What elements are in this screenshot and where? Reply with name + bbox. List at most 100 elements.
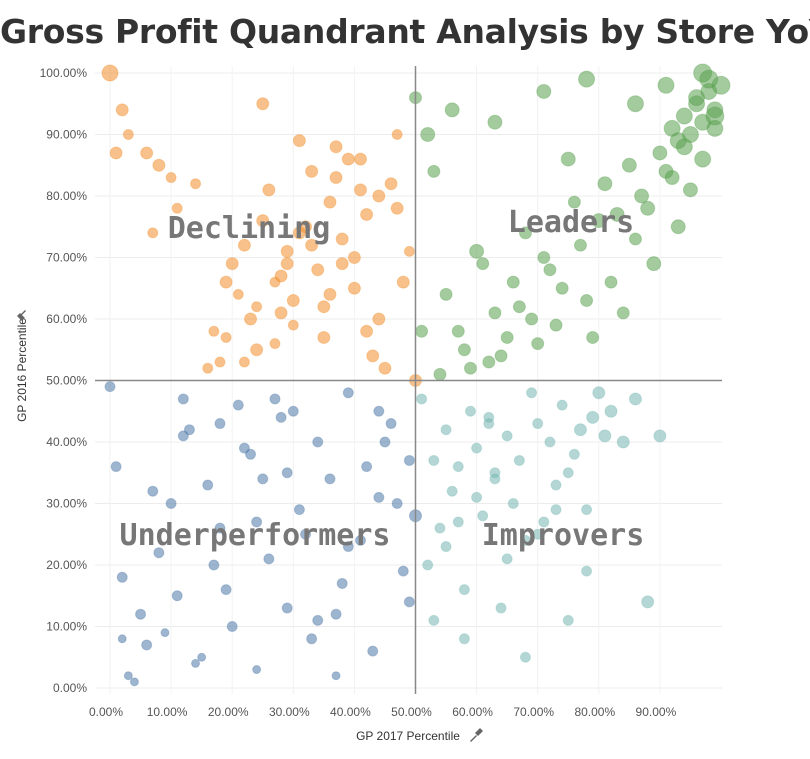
point-leaders[interactable] <box>500 330 514 344</box>
point-improvers[interactable] <box>458 633 470 645</box>
point-improvers[interactable] <box>592 386 606 400</box>
point-improvers[interactable] <box>477 510 489 522</box>
point-declining[interactable] <box>378 361 392 375</box>
point-declining[interactable] <box>317 330 331 344</box>
point-leaders[interactable] <box>573 238 587 252</box>
point-declining[interactable] <box>165 172 177 184</box>
point-improvers[interactable] <box>562 467 574 479</box>
point-underperformers[interactable] <box>373 491 385 503</box>
point-improvers[interactable] <box>550 504 562 516</box>
point-leaders[interactable] <box>646 256 662 272</box>
point-declining[interactable] <box>238 356 250 368</box>
point-improvers[interactable] <box>452 461 464 473</box>
point-improvers[interactable] <box>641 595 655 609</box>
point-improvers[interactable] <box>562 614 574 626</box>
point-underperformers[interactable] <box>165 498 177 509</box>
point-leaders[interactable] <box>543 263 557 277</box>
point-leaders[interactable] <box>549 318 563 332</box>
point-improvers[interactable] <box>550 479 562 491</box>
point-leaders[interactable] <box>640 200 656 216</box>
point-declining[interactable] <box>274 306 288 320</box>
point-declining[interactable] <box>109 146 123 160</box>
point-declining[interactable] <box>269 276 281 288</box>
point-declining[interactable] <box>347 251 361 264</box>
point-improvers[interactable] <box>507 498 519 509</box>
point-leaders[interactable] <box>536 83 552 99</box>
point-declining[interactable] <box>250 343 264 357</box>
point-improvers[interactable] <box>513 454 525 466</box>
point-leaders[interactable] <box>555 281 569 295</box>
point-leaders[interactable] <box>506 275 520 289</box>
point-declining[interactable] <box>202 362 214 374</box>
point-improvers[interactable] <box>573 423 587 437</box>
point-underperformers[interactable] <box>208 559 220 571</box>
point-declining[interactable] <box>101 64 119 82</box>
point-leaders[interactable] <box>626 95 644 113</box>
point-improvers[interactable] <box>568 448 580 460</box>
point-improvers[interactable] <box>556 399 568 411</box>
point-improvers[interactable] <box>519 651 531 663</box>
point-underperformers[interactable] <box>281 467 293 479</box>
point-declining[interactable] <box>280 257 294 271</box>
point-underperformers[interactable] <box>275 411 287 423</box>
point-underperformers[interactable] <box>177 430 189 442</box>
point-declining[interactable] <box>305 164 319 178</box>
point-underperformers[interactable] <box>331 671 341 681</box>
point-declining[interactable] <box>280 244 294 258</box>
point-improvers[interactable] <box>598 429 612 443</box>
point-declining[interactable] <box>225 257 239 271</box>
point-leaders[interactable] <box>657 76 675 94</box>
point-leaders[interactable] <box>675 107 693 125</box>
point-declining[interactable] <box>323 287 337 301</box>
point-underperformers[interactable] <box>147 485 159 497</box>
point-improvers[interactable] <box>428 454 440 466</box>
point-improvers[interactable] <box>464 405 476 417</box>
point-leaders[interactable] <box>482 355 496 369</box>
point-improvers[interactable] <box>495 602 507 614</box>
point-leaders[interactable] <box>621 157 637 173</box>
point-underperformers[interactable] <box>238 442 250 454</box>
point-leaders[interactable] <box>463 361 477 375</box>
point-declining[interactable] <box>171 202 183 214</box>
point-improvers[interactable] <box>422 559 434 571</box>
point-underperformers[interactable] <box>403 454 415 466</box>
point-leaders[interactable] <box>693 63 713 83</box>
point-leaders[interactable] <box>597 176 613 192</box>
point-underperformers[interactable] <box>252 665 262 675</box>
point-declining[interactable] <box>347 281 361 295</box>
point-underperformers[interactable] <box>251 516 263 528</box>
point-improvers[interactable] <box>501 553 513 565</box>
point-improvers[interactable] <box>526 387 538 399</box>
point-declining[interactable] <box>152 158 166 172</box>
point-leaders[interactable] <box>444 102 460 118</box>
point-declining[interactable] <box>311 263 325 277</box>
point-underperformers[interactable] <box>160 628 170 638</box>
point-improvers[interactable] <box>586 410 600 424</box>
point-underperformers[interactable] <box>232 399 244 411</box>
point-underperformers[interactable] <box>214 522 226 534</box>
point-underperformers[interactable] <box>245 448 257 460</box>
point-declining[interactable] <box>286 294 300 308</box>
point-leaders[interactable] <box>578 70 596 88</box>
point-declining[interactable] <box>317 300 331 314</box>
point-declining[interactable] <box>329 171 343 185</box>
point-underperformers[interactable] <box>269 393 281 405</box>
point-underperformers[interactable] <box>117 634 127 644</box>
point-underperformers[interactable] <box>403 596 415 608</box>
point-underperformers[interactable] <box>361 461 373 473</box>
point-declining[interactable] <box>122 129 134 140</box>
point-leaders[interactable] <box>682 182 698 198</box>
y-axis-pin-icon[interactable] <box>17 310 26 321</box>
x-axis-pin-icon[interactable] <box>470 728 483 742</box>
point-underperformers[interactable] <box>197 652 207 662</box>
point-declining[interactable] <box>287 319 299 331</box>
point-declining[interactable] <box>269 338 281 350</box>
point-improvers[interactable] <box>440 541 452 553</box>
point-leaders[interactable] <box>427 164 441 178</box>
point-declining[interactable] <box>220 331 232 343</box>
point-leaders[interactable] <box>494 349 508 363</box>
point-declining[interactable] <box>341 152 355 166</box>
point-leaders[interactable] <box>518 226 532 240</box>
point-leaders[interactable] <box>634 188 650 204</box>
point-declining[interactable] <box>190 178 202 190</box>
